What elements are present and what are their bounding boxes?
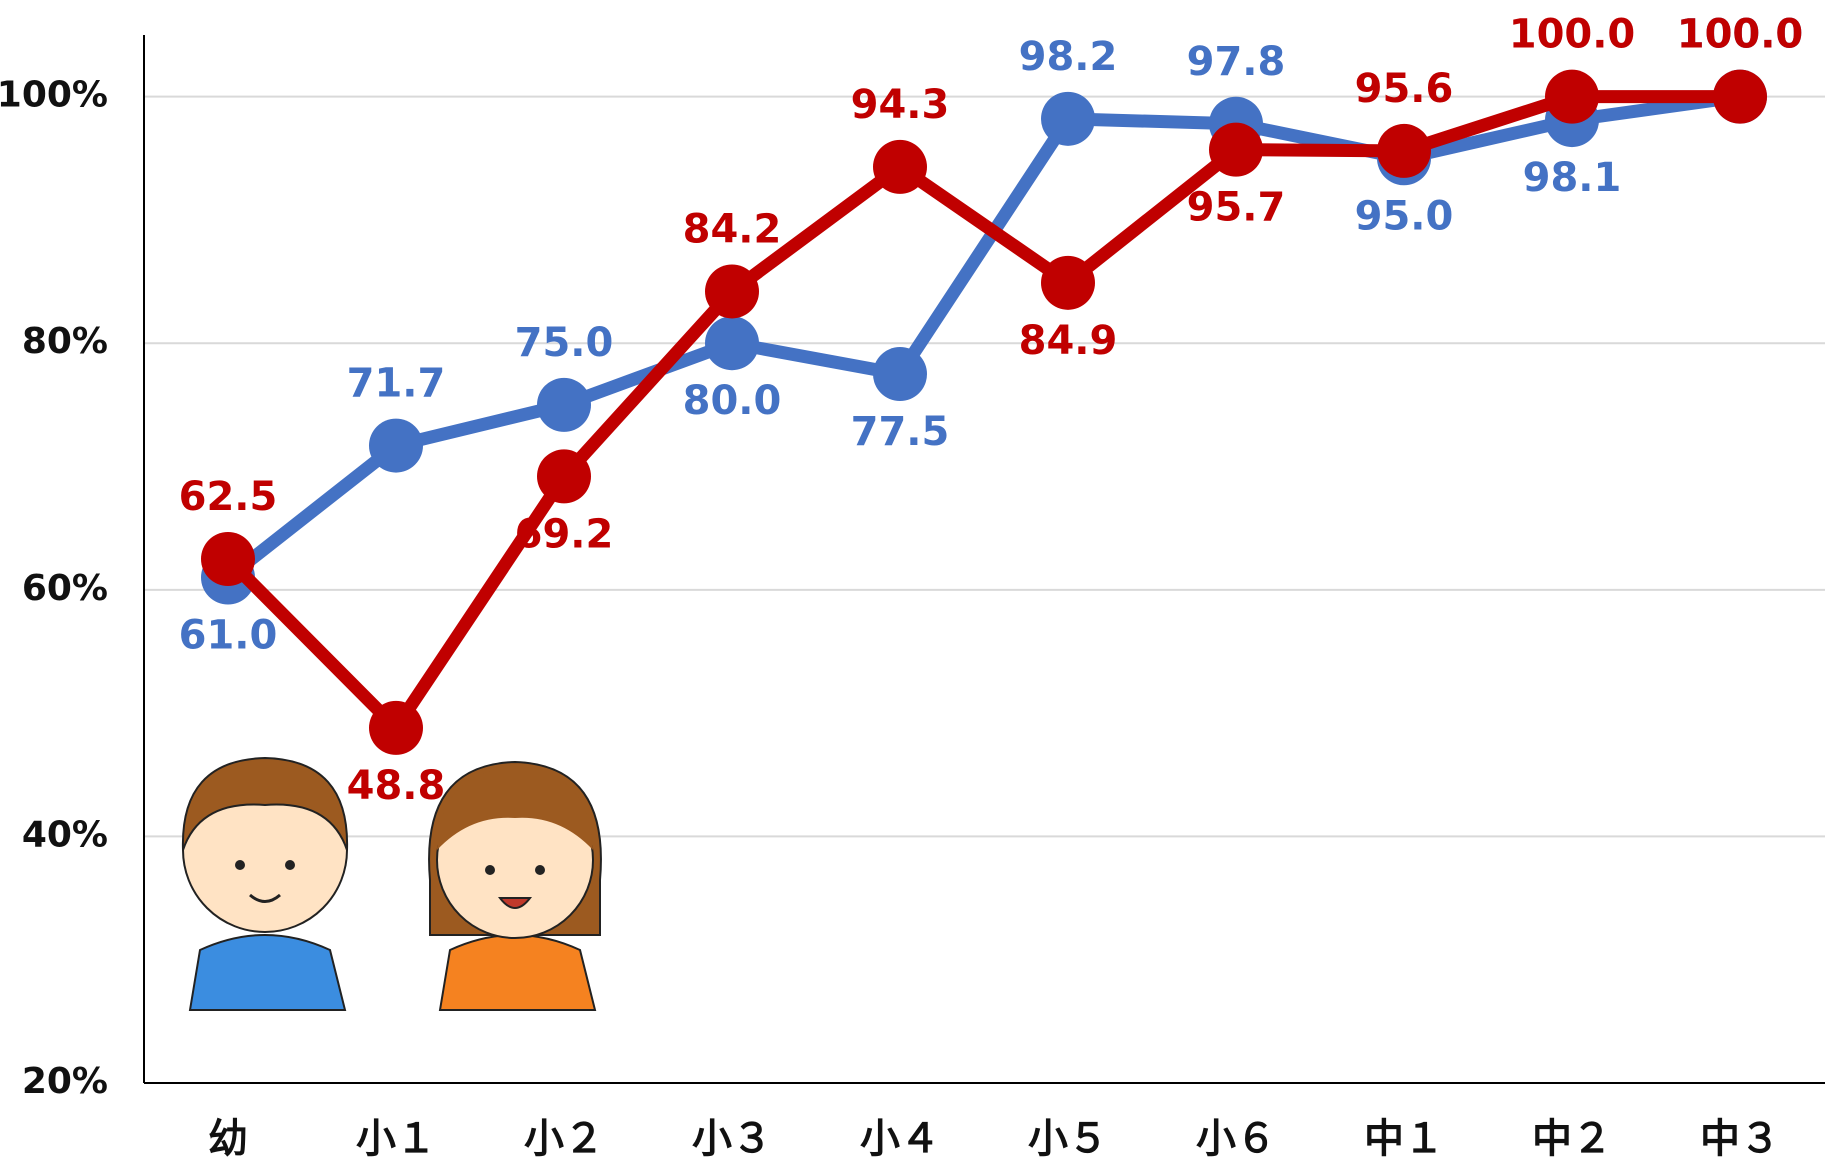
marker	[537, 378, 591, 432]
data-label: 100.0	[1677, 12, 1804, 58]
x-tick-label: 中１	[1364, 1116, 1444, 1162]
x-tick-label: 小４	[860, 1116, 940, 1162]
data-label: 48.8	[347, 763, 446, 809]
data-label: 84.9	[1019, 318, 1118, 364]
marker	[1713, 70, 1767, 124]
data-label: 95.7	[1187, 185, 1286, 231]
data-label: 95.0	[1355, 193, 1454, 239]
data-label: 75.0	[515, 320, 614, 366]
data-label: 97.8	[1187, 39, 1286, 85]
y-tick-label: 40%	[22, 814, 108, 855]
data-label: 61.0	[179, 612, 278, 658]
data-label: 69.2	[515, 511, 614, 557]
data-label: 94.3	[851, 82, 950, 128]
marker	[1041, 256, 1095, 310]
marker	[369, 419, 423, 473]
boy	[183, 758, 347, 1010]
data-label: 71.7	[347, 361, 446, 407]
marker	[537, 449, 591, 503]
y-tick-label: 80%	[22, 321, 108, 362]
y-tick-label: 20%	[22, 1061, 108, 1102]
x-tick-label: 小５	[1028, 1116, 1108, 1162]
x-tick-label: 中３	[1700, 1116, 1780, 1162]
y-tick-label: 100%	[0, 75, 108, 116]
x-tick-label: 小３	[692, 1116, 772, 1162]
chart: 20% 40% 60% 80% 100% 幼 小１ 小２ 小３ 小４ 小５ 小６ 中１ 中２ 中３ 61.0 7…	[0, 0, 1825, 1175]
x-tick-label: 中２	[1532, 1116, 1612, 1162]
data-label: 77.5	[851, 409, 950, 455]
marker	[705, 264, 759, 318]
x-tick-label: 小１	[356, 1116, 436, 1162]
marker	[1377, 124, 1431, 178]
marker	[873, 140, 927, 194]
x-tick-label: 幼	[208, 1116, 248, 1162]
series-line	[228, 97, 1740, 728]
marker	[1041, 92, 1095, 146]
x-tick-label: 小２	[524, 1116, 604, 1162]
marker	[873, 347, 927, 401]
y-tick-label: 60%	[22, 568, 108, 609]
marker	[369, 701, 423, 755]
girl	[429, 762, 601, 1010]
data-label: 98.1	[1523, 155, 1622, 201]
series-line	[228, 97, 1740, 578]
data-label: 62.5	[179, 474, 278, 520]
marker	[201, 532, 255, 586]
marker	[705, 316, 759, 370]
x-tick-label: 小６	[1196, 1116, 1276, 1162]
data-label: 80.0	[683, 378, 782, 424]
data-label: 84.2	[683, 206, 782, 252]
data-label: 100.0	[1509, 12, 1636, 58]
data-label: 98.2	[1019, 34, 1118, 80]
data-label: 95.6	[1355, 66, 1454, 112]
marker	[1545, 70, 1599, 124]
marker	[1209, 123, 1263, 177]
